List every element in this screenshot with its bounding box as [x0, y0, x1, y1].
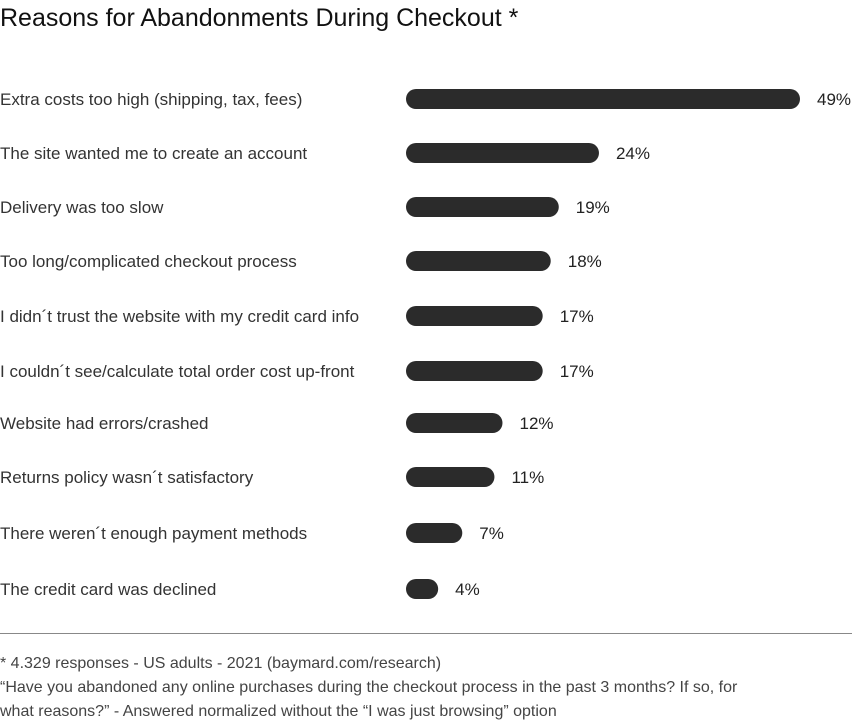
category-label: There weren´t enough payment methods — [0, 524, 307, 543]
value-label: 18% — [568, 252, 602, 271]
category-label: Website had errors/crashed — [0, 414, 209, 433]
bar — [406, 579, 439, 599]
value-label: 19% — [576, 198, 610, 217]
value-label: 12% — [519, 414, 553, 433]
bar — [406, 251, 551, 271]
value-label: 24% — [616, 144, 650, 163]
category-label: Too long/complicated checkout process — [0, 252, 297, 271]
bar — [406, 89, 800, 109]
category-label: Extra costs too high (shipping, tax, fee… — [0, 90, 302, 109]
bar — [406, 197, 559, 217]
value-label: 11% — [511, 468, 544, 487]
category-label: The site wanted me to create an account — [0, 144, 307, 163]
footnote-line-1: * 4.329 responses - US adults - 2021 (ba… — [0, 655, 442, 672]
value-label: 49% — [817, 90, 851, 109]
bar — [406, 306, 543, 326]
category-label: I couldn´t see/calculate total order cos… — [0, 362, 355, 381]
bar — [406, 361, 543, 381]
bar — [406, 467, 495, 487]
bar — [406, 413, 503, 433]
category-label: Returns policy wasn´t satisfactory — [0, 468, 254, 487]
footnote-line-3: what reasons?” - Answered normalized wit… — [0, 703, 557, 720]
category-label: Delivery was too slow — [0, 198, 164, 217]
value-label: 7% — [479, 524, 504, 543]
footnote-divider — [0, 633, 852, 634]
bar — [406, 523, 463, 543]
chart-title: Reasons for Abandonments During Checkout… — [0, 4, 519, 32]
footnote: * 4.329 responses - US adults - 2021 (ba… — [0, 652, 852, 724]
bar-chart: Extra costs too high (shipping, tax, fee… — [0, 89, 851, 599]
value-label: 4% — [455, 580, 480, 599]
category-label: I didn´t trust the website with my credi… — [0, 307, 359, 326]
category-label: The credit card was declined — [0, 580, 216, 599]
value-label: 17% — [560, 362, 594, 381]
value-label: 17% — [560, 307, 594, 326]
footnote-line-2: “Have you abandoned any online purchases… — [0, 679, 738, 696]
bar — [406, 143, 599, 163]
